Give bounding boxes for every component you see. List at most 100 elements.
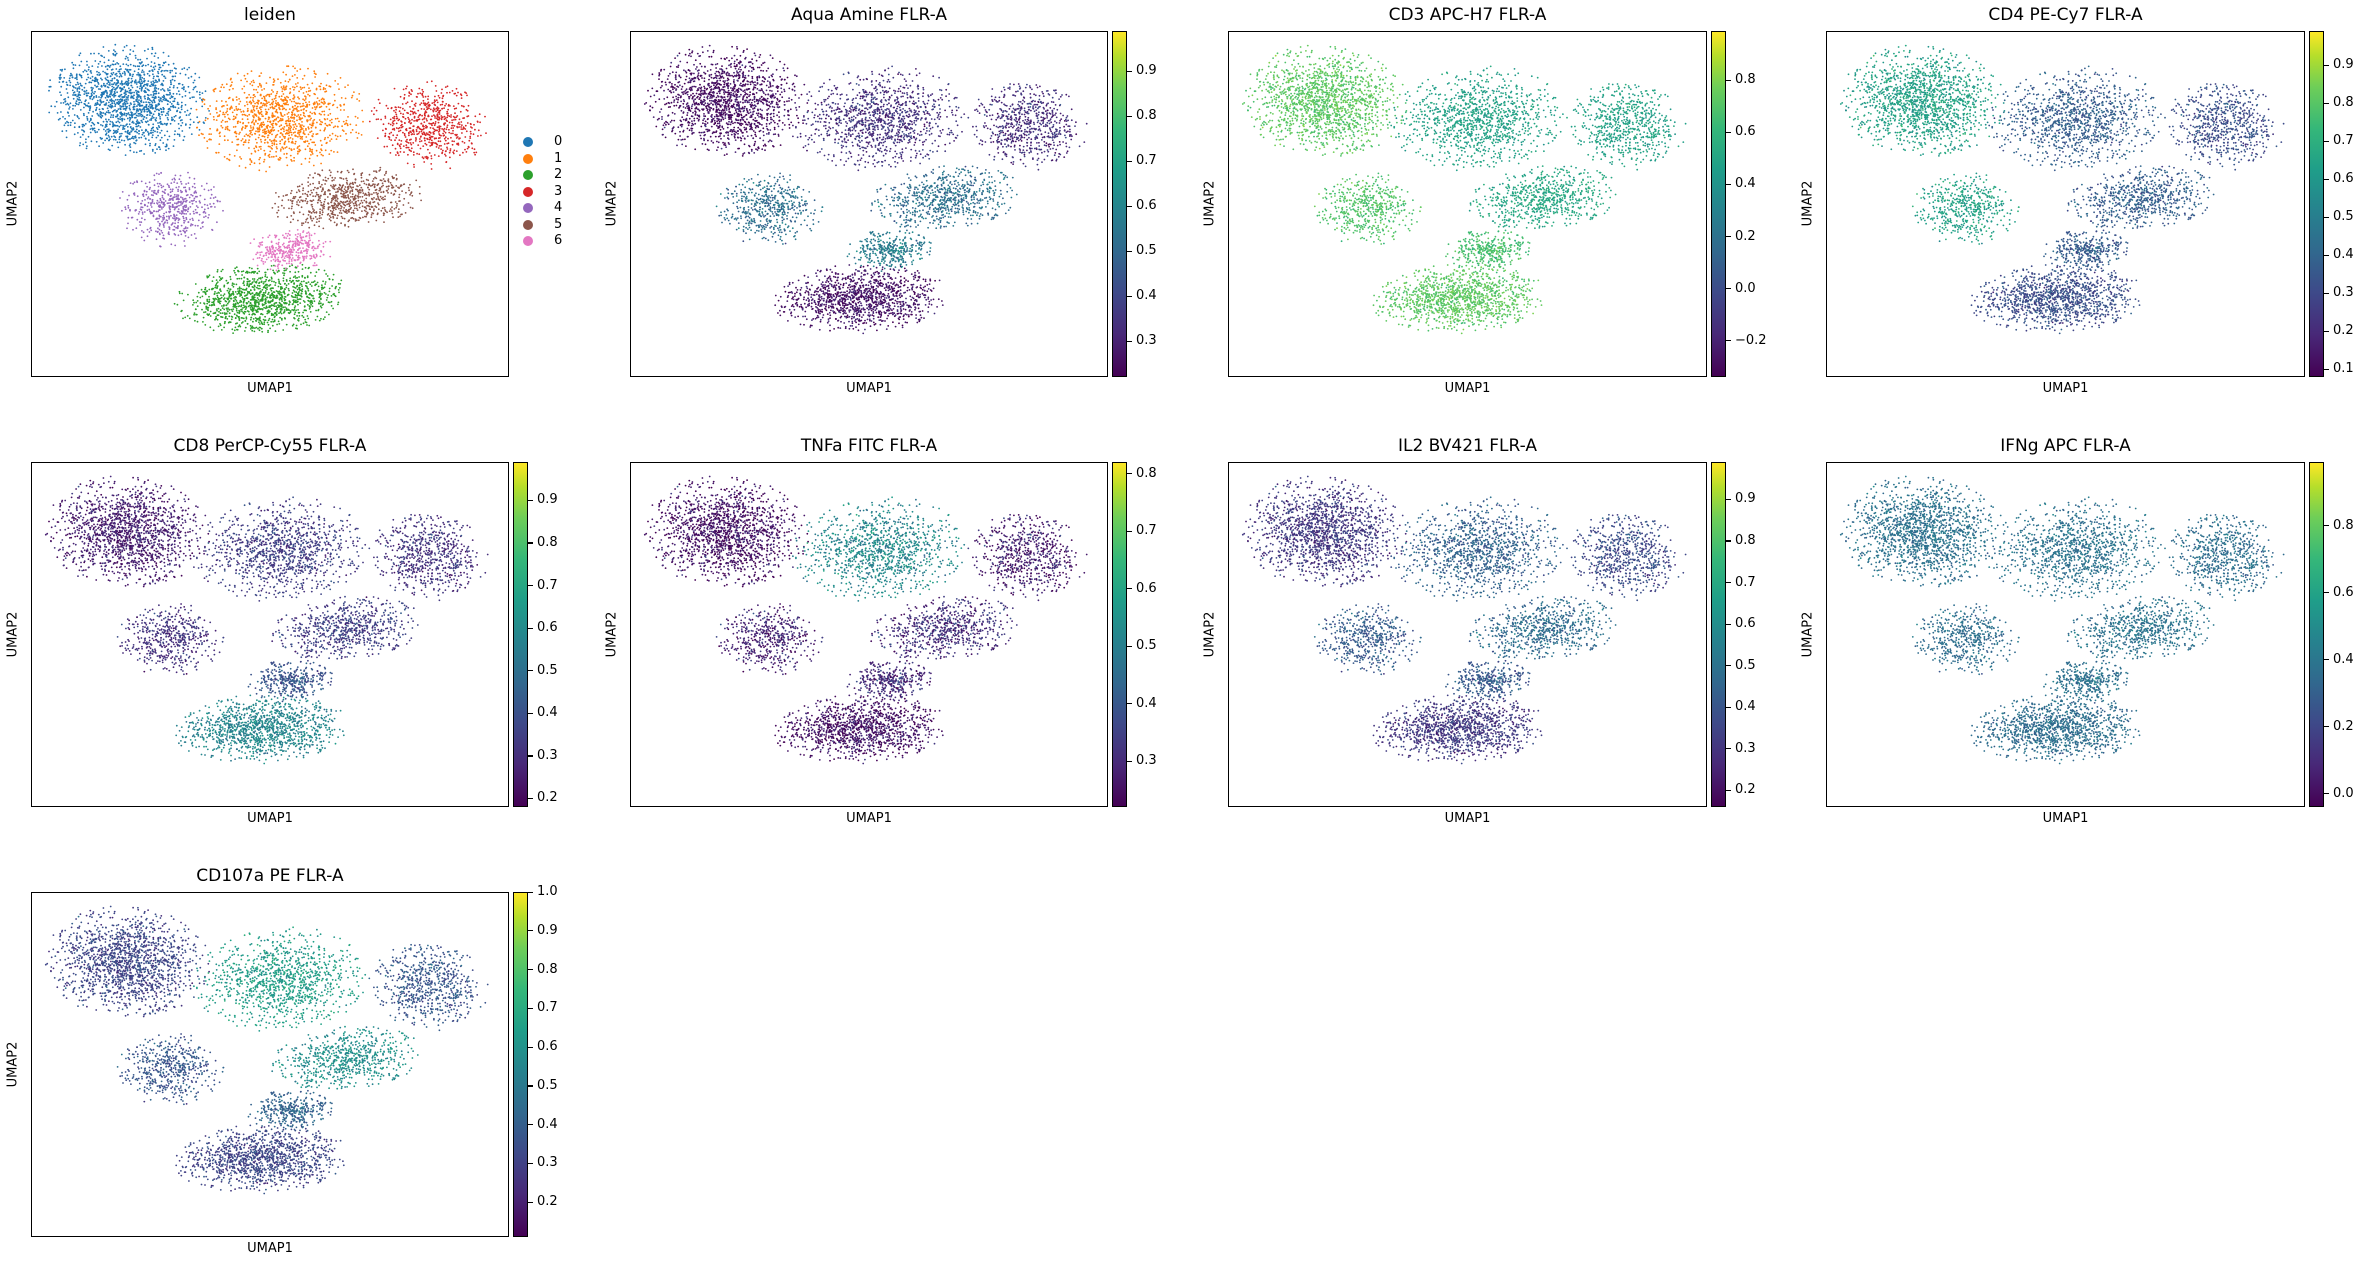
legend-entry: 5 [554, 217, 562, 232]
cluster-5-points [2066, 595, 2215, 660]
colorbar-tick-label: 0.7 [528, 578, 558, 593]
cluster-1-points [193, 496, 367, 602]
umap-plot-area [630, 462, 1108, 807]
x-axis-label: UMAP1 [1228, 381, 1707, 396]
cluster-1-points [1988, 496, 2162, 602]
colorbar-tick-label: 0.7 [1726, 575, 1756, 590]
panel-title: Aqua Amine FLR-A [630, 5, 1108, 25]
y-axis-label: UMAP2 [6, 1034, 21, 1094]
legend-entry: 3 [554, 184, 562, 199]
colorbar-tick-label: 0.6 [528, 620, 558, 635]
umap-plot-area [1826, 462, 2305, 807]
colorbar-tick-label: 0.8 [528, 535, 558, 550]
umap-scatter [44, 475, 489, 765]
colorbar-tick-label: 0.0 [1726, 281, 1756, 296]
umap-scatter [1241, 44, 1687, 335]
cluster-2-points [1970, 694, 2141, 765]
cluster-0-points [44, 475, 211, 588]
umap-plot-area [1826, 31, 2305, 377]
umap-plot-area [31, 462, 509, 807]
umap-scatter [1839, 475, 2285, 765]
cluster-6-points [247, 1089, 333, 1133]
colorbar-tick-label: 0.4 [528, 1117, 558, 1132]
cluster-3-points [2164, 513, 2285, 602]
colorbar-tick-label: 0.2 [1726, 229, 1756, 244]
colorbar-tick-label: 0.4 [2324, 652, 2354, 667]
umap-plot-area [31, 31, 509, 377]
colorbar-tick-label: 0.7 [2324, 133, 2354, 148]
cluster-3-points [368, 943, 489, 1032]
colorbar-tick-label: 0.4 [1127, 288, 1157, 303]
colorbar-tick-label: 0.4 [528, 705, 558, 720]
x-axis-label: UMAP1 [1228, 811, 1707, 826]
colorbar-tick-label: 0.6 [2324, 585, 2354, 600]
cluster-2-points [1372, 694, 1543, 765]
x-axis-label: UMAP1 [31, 1241, 509, 1256]
colorbar-tick-label: 0.9 [2324, 57, 2354, 72]
colorbar [1112, 462, 1127, 807]
umap-scatter [1839, 44, 2285, 335]
cluster-4-points [1911, 172, 2020, 245]
x-axis-label: UMAP1 [31, 811, 509, 826]
cluster-1-points [792, 65, 966, 172]
cluster-3-points [1566, 83, 1687, 171]
x-axis-label: UMAP1 [630, 381, 1108, 396]
panel-title: CD107a PE FLR-A [31, 866, 509, 886]
colorbar [1112, 31, 1127, 377]
colorbar [2309, 31, 2324, 377]
cluster-5-points [1468, 165, 1617, 230]
panel-title: CD8 PerCP-Cy55 FLR-A [31, 436, 509, 456]
colorbar-tick-label: 0.2 [2324, 719, 2354, 734]
cluster-3-points [368, 513, 489, 602]
colorbar-tick-label: −0.2 [1726, 333, 1767, 348]
y-axis-label: UMAP2 [1801, 174, 1816, 234]
cluster-5-points [271, 1025, 419, 1090]
panel-title: IFNg APC FLR-A [1826, 436, 2305, 456]
colorbar-tick-label: 0.2 [1726, 782, 1756, 797]
panel-title: IL2 BV421 FLR-A [1228, 436, 1707, 456]
colorbar-tick-label: 0.5 [1127, 638, 1157, 653]
colorbar-tick-label: 0.7 [528, 1000, 558, 1015]
legend-marker [523, 153, 533, 164]
cluster-1-points [195, 65, 364, 173]
cluster-4-points [1313, 603, 1422, 676]
colorbar-tick-label: 0.5 [528, 663, 558, 678]
cluster-4-points [1313, 172, 1422, 245]
x-axis-label: UMAP1 [1826, 381, 2305, 396]
cluster-4-points [116, 603, 225, 676]
cluster-6-points [249, 229, 332, 272]
cluster-6-points [846, 229, 932, 272]
cluster-4-points [119, 171, 224, 248]
colorbar-tick-label: 0.2 [2324, 323, 2354, 338]
x-axis-label: UMAP1 [1826, 811, 2305, 826]
colorbar [513, 462, 528, 807]
colorbar-tick-label: 0.9 [528, 923, 558, 938]
colorbar-tick-label: 0.6 [1726, 124, 1756, 139]
cluster-6-points [247, 659, 333, 703]
cluster-3-points [967, 83, 1088, 171]
legend-marker [523, 186, 533, 197]
colorbar-tick-label: 0.8 [1726, 533, 1756, 548]
cluster-6-points [2043, 659, 2129, 703]
colorbar-tick-label: 0.7 [1127, 523, 1157, 538]
colorbar-tick-label: 0.6 [1127, 581, 1157, 596]
cluster-3-points [368, 80, 487, 170]
umap-plot-area [1228, 462, 1707, 807]
cluster-2-points [175, 1124, 345, 1195]
legend-entry: 2 [554, 167, 562, 182]
umap-plot-area [630, 31, 1108, 377]
cluster-3-points [1566, 513, 1687, 602]
cluster-5-points [1468, 595, 1617, 660]
cluster-5-points [870, 595, 1018, 660]
cluster-2-points [173, 263, 343, 334]
colorbar-tick-label: 0.5 [1726, 658, 1756, 673]
colorbar-tick-label: 0.2 [528, 790, 558, 805]
legend-marker [523, 219, 533, 230]
colorbar [1711, 31, 1726, 377]
colorbar-tick-label: 0.8 [1726, 72, 1756, 87]
umap-plot-area [31, 892, 509, 1237]
cluster-1-points [792, 496, 966, 602]
cluster-1-points [1988, 65, 2162, 172]
colorbar-tick-label: 0.8 [2324, 95, 2354, 110]
cluster-2-points [774, 264, 944, 335]
